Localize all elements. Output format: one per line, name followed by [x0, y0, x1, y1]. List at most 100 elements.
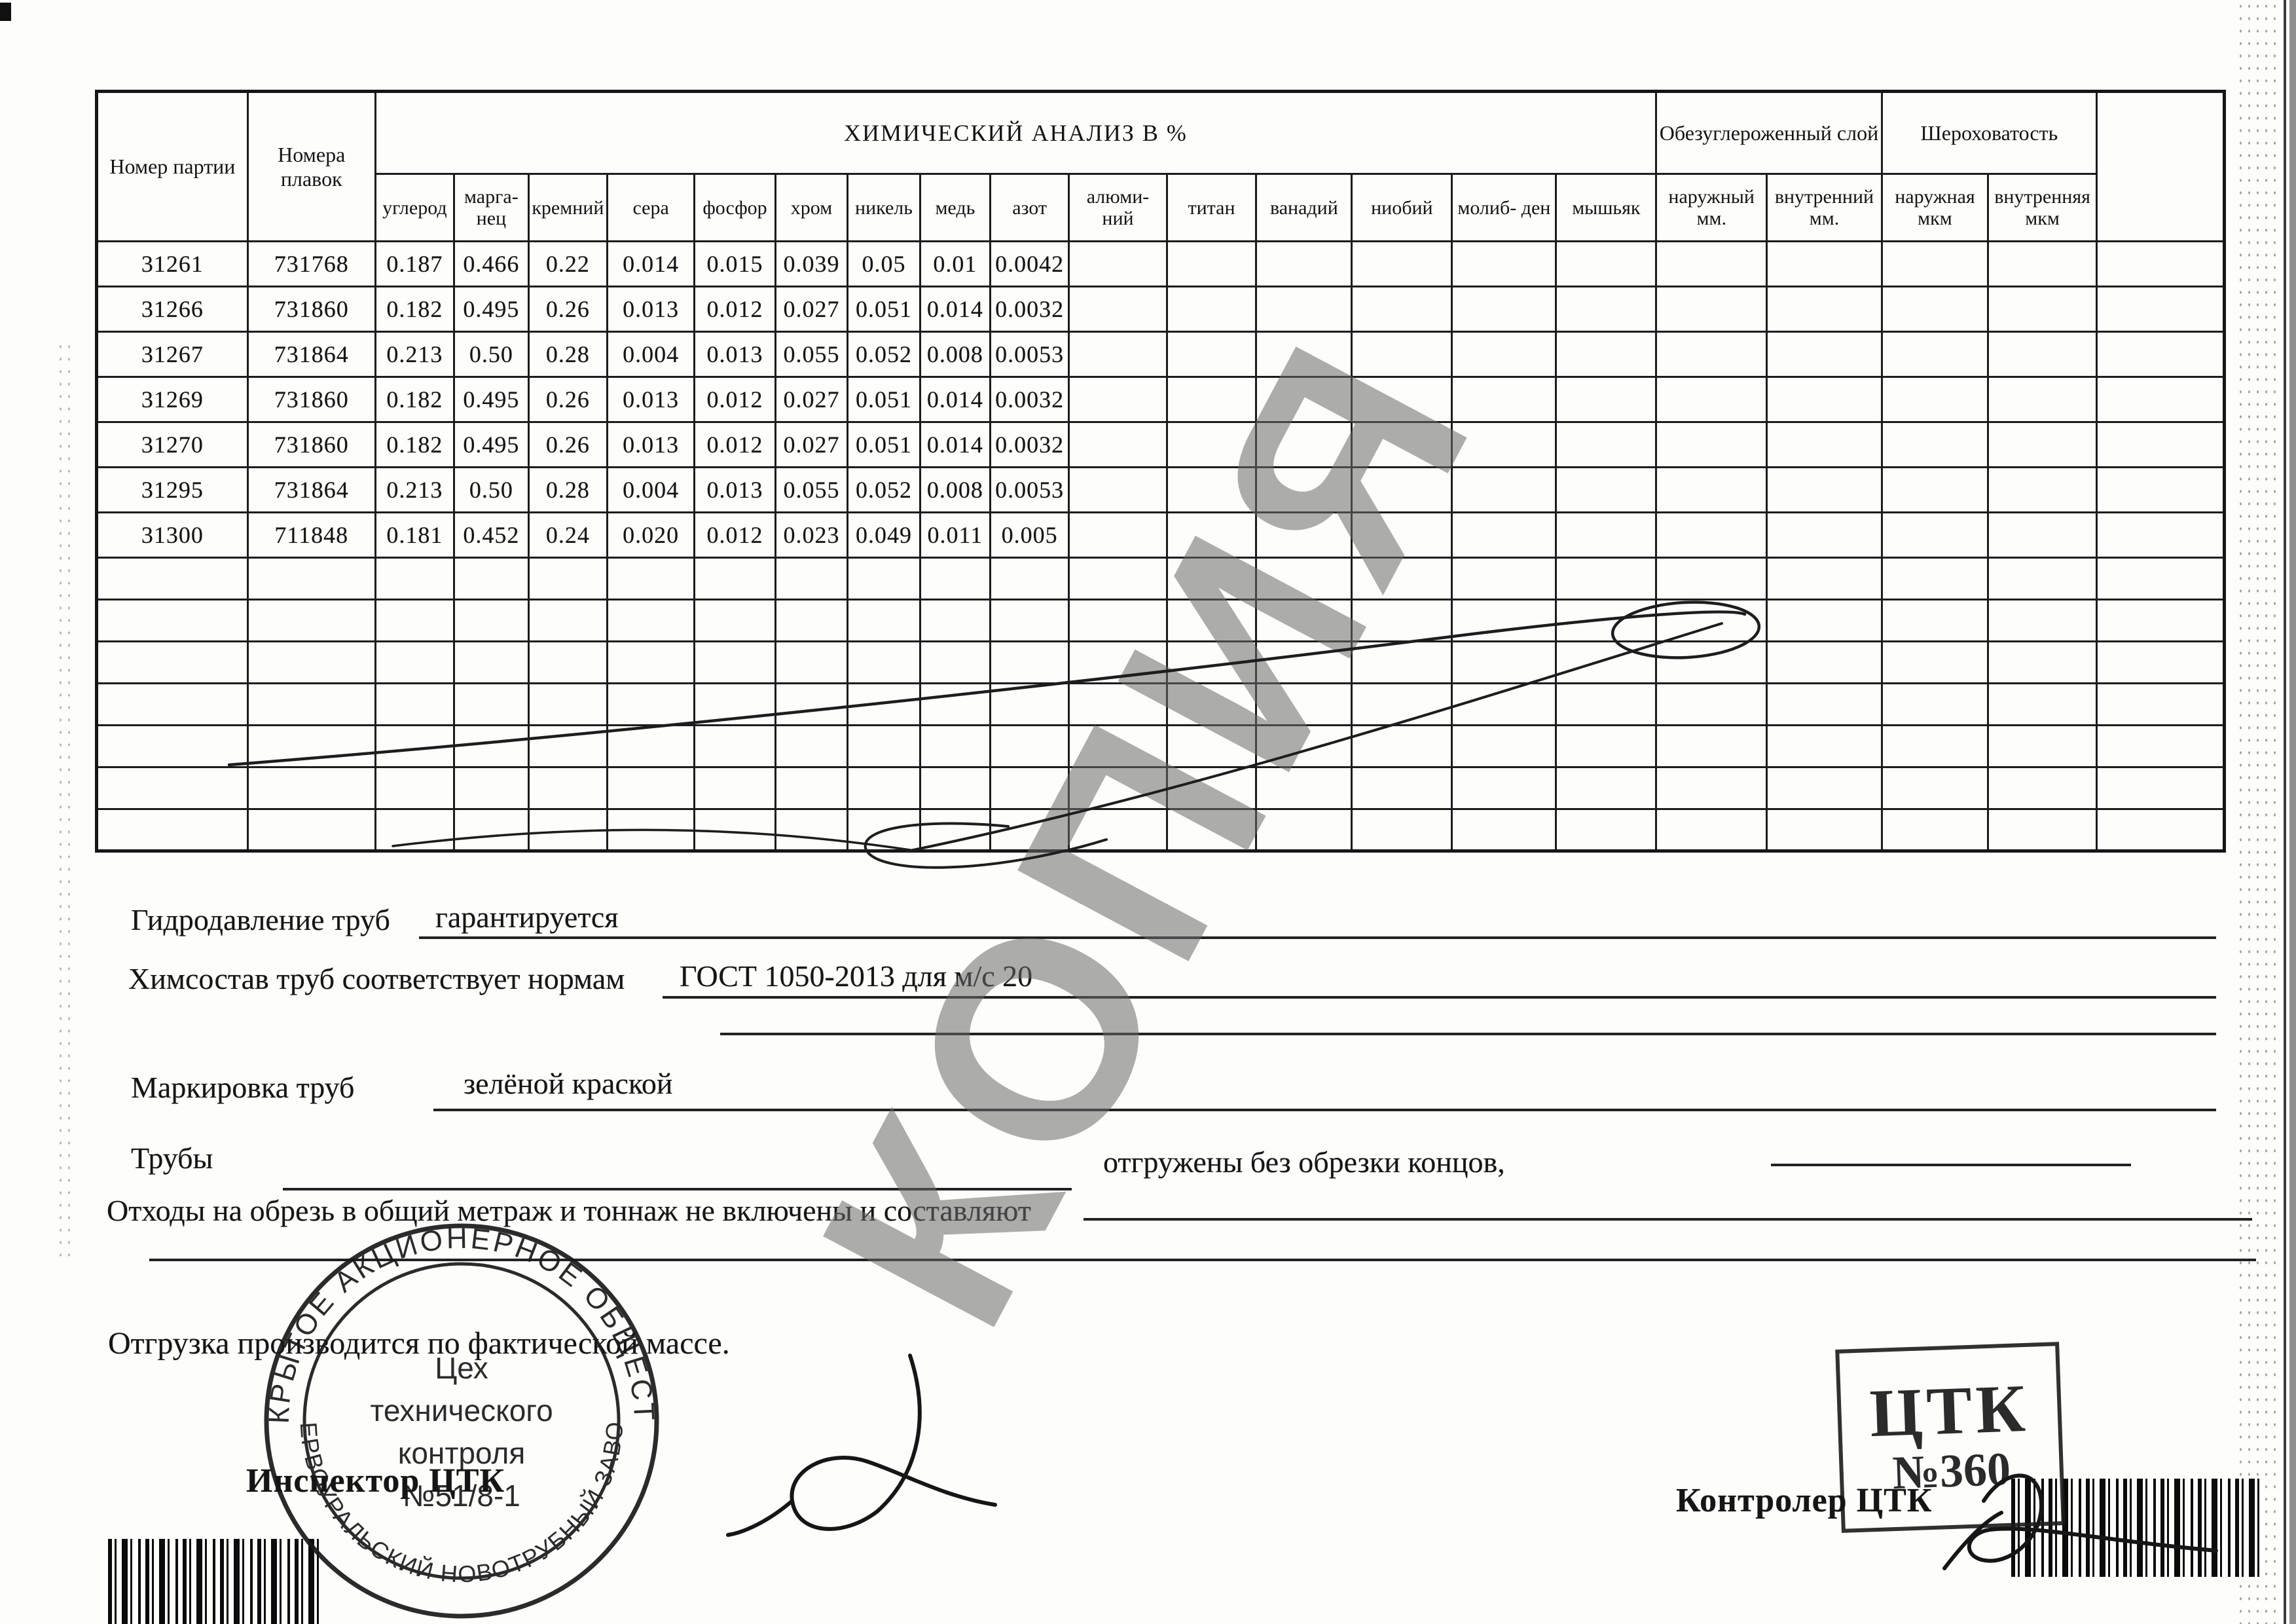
table-cell	[1165, 724, 1258, 768]
controller-label: Контролер ЦТК	[1676, 1482, 1933, 1519]
table-cell	[1165, 599, 1258, 642]
table-cell: 0.051	[847, 286, 921, 333]
table-cell	[1555, 376, 1658, 423]
marking-label: Маркировка труб	[131, 1071, 355, 1104]
table-cell: 0.50	[453, 466, 530, 513]
table-cell: 0.055	[774, 466, 849, 513]
table-cell	[2095, 421, 2226, 468]
table-cell	[1451, 766, 1558, 810]
table-cell	[989, 599, 1070, 642]
column-header: алюми- ний	[1068, 173, 1168, 242]
table-cell	[2095, 557, 2226, 600]
table-cell	[374, 682, 456, 726]
table-cell	[1555, 511, 1658, 559]
table-cell	[1068, 599, 1168, 642]
table-cell	[1880, 766, 1990, 810]
table-cell	[1555, 682, 1658, 726]
table-cell	[1351, 808, 1453, 852]
table-cell	[2095, 331, 2226, 378]
table-cell	[1880, 466, 1990, 513]
table-cell: 0.0032	[989, 286, 1070, 333]
rule-line	[1084, 1218, 2252, 1221]
table-cell	[693, 682, 776, 726]
table-cell: 31270	[96, 421, 249, 468]
table-cell	[1255, 599, 1353, 642]
table-cell: 0.495	[453, 376, 530, 423]
table-cell	[1255, 557, 1353, 600]
table-cell	[1880, 331, 1990, 378]
table-cell	[1766, 421, 1883, 468]
table-cell	[96, 808, 249, 852]
table-cell	[527, 599, 609, 642]
table-cell	[847, 682, 921, 726]
table-cell	[1451, 466, 1558, 513]
column-header: азот	[989, 173, 1070, 242]
table-cell	[693, 599, 776, 642]
table-cell: 31295	[96, 466, 249, 513]
table-cell	[847, 599, 921, 642]
table-cell	[1255, 724, 1353, 768]
empty-table-row	[96, 682, 2226, 726]
stamp-center-line: технического	[370, 1393, 553, 1428]
table-cell	[1451, 557, 1558, 600]
table-cell: 0.01	[919, 240, 992, 287]
table-cell: 0.05	[847, 240, 921, 287]
table-cell	[919, 766, 992, 810]
table-cell	[374, 640, 456, 684]
column-header: сера	[606, 173, 696, 242]
table-cell	[246, 557, 376, 600]
column-header: наружный мм.	[1655, 173, 1768, 242]
table-cell	[2095, 724, 2226, 768]
table-cell	[1987, 599, 2098, 642]
table-cell: 0.004	[606, 466, 696, 513]
table-cell	[1351, 240, 1453, 287]
table-cell: 731860	[246, 421, 376, 468]
table-cell	[919, 724, 992, 768]
table-cell: 0.014	[919, 286, 992, 333]
table-cell	[1655, 724, 1768, 768]
table-cell	[1766, 808, 1883, 852]
table-cell	[919, 808, 992, 852]
table-cell	[1255, 421, 1353, 468]
table-cell	[1555, 421, 1658, 468]
group-header-chemical-analysis: ХИМИЧЕСКИЙ АНАЛИЗ В %	[374, 90, 1658, 175]
table-cell	[96, 766, 249, 810]
table-cell: 0.023	[774, 511, 849, 559]
table-cell	[1655, 286, 1768, 333]
table-cell	[2095, 766, 2226, 810]
table-cell	[246, 599, 376, 642]
table-cell	[527, 640, 609, 684]
table-cell	[1655, 557, 1768, 600]
table-cell	[1655, 808, 1768, 852]
table-cell	[1655, 766, 1768, 810]
table-cell	[453, 682, 530, 726]
table-cell: 731864	[246, 466, 376, 513]
table-cell	[1880, 240, 1990, 287]
table-cell: 0.052	[847, 331, 921, 378]
table-cell	[453, 640, 530, 684]
table-cell	[1880, 511, 1990, 559]
table-cell: 0.014	[606, 240, 696, 287]
table-cell	[2095, 286, 2226, 333]
empty-table-row	[96, 640, 2226, 684]
group-header-roughness: Шероховатость	[1880, 90, 2098, 175]
rule-line	[149, 1259, 2256, 1261]
table-cell	[1068, 766, 1168, 810]
column-header: кремний	[527, 173, 609, 242]
table-cell: 0.027	[774, 421, 849, 468]
column-header: мышьяк	[1555, 173, 1658, 242]
table-cell	[1655, 240, 1768, 287]
table-cell	[1880, 557, 1990, 600]
table-cell	[1880, 421, 1990, 468]
table-cell	[1555, 724, 1658, 768]
table-cell: 0.452	[453, 511, 530, 559]
table-cell: 0.039	[774, 240, 849, 287]
table-cell	[453, 724, 530, 768]
table-cell	[1165, 376, 1258, 423]
table-cell	[1655, 599, 1768, 642]
table-cell: 0.0053	[989, 331, 1070, 378]
table-cell: 0.182	[374, 286, 456, 333]
column-header: хром	[774, 173, 849, 242]
table-cell: 0.014	[919, 376, 992, 423]
